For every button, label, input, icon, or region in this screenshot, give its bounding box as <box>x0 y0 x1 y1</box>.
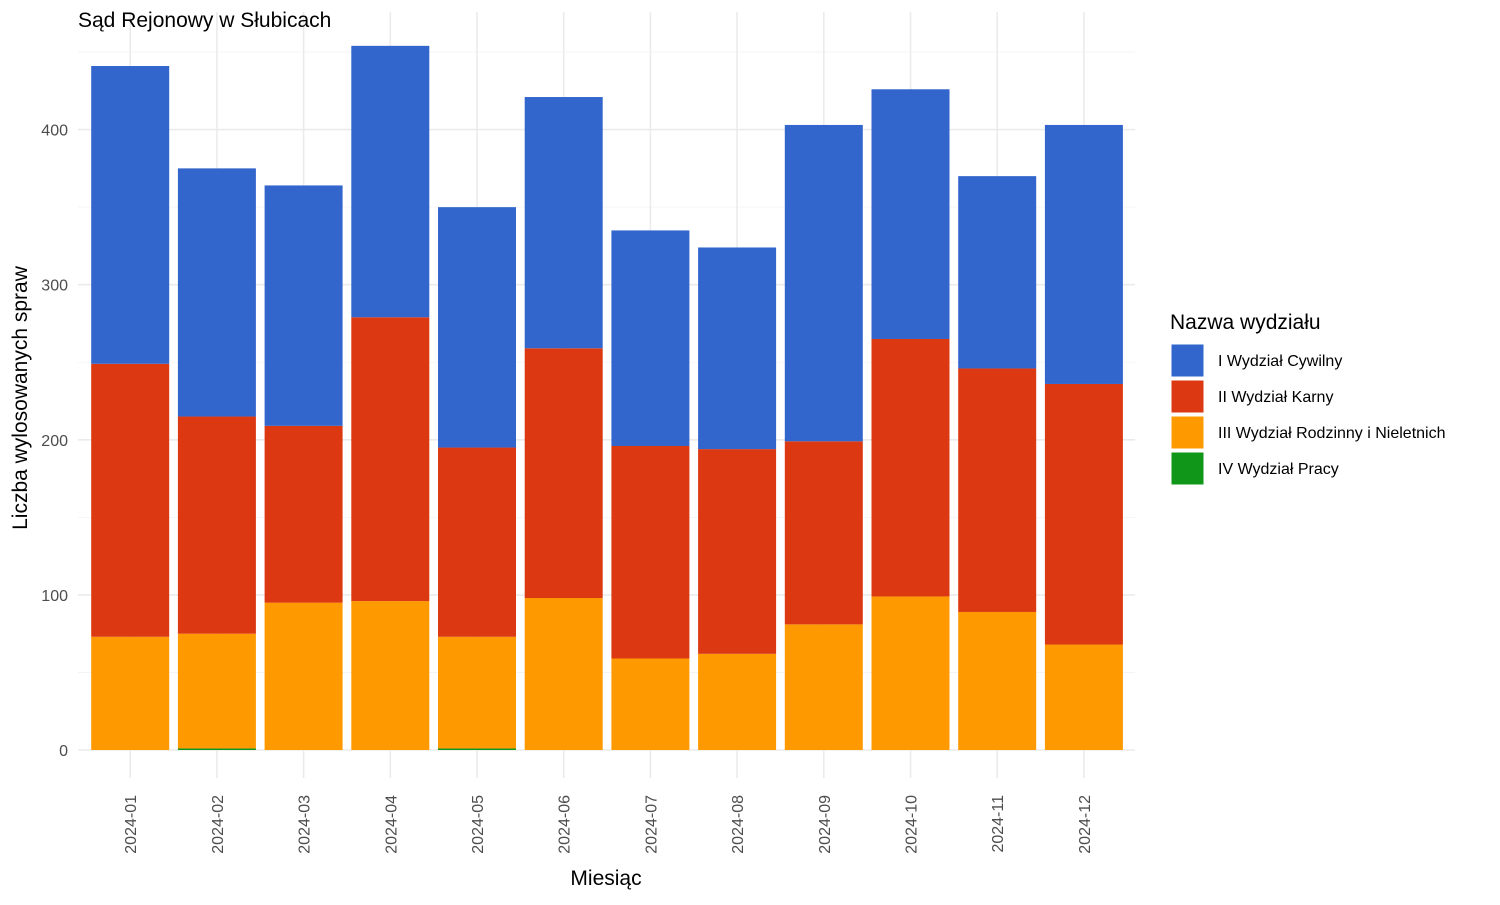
bar-segment <box>611 230 690 447</box>
bar-segment <box>958 368 1037 612</box>
legend: Nazwa wydziału I Wydział Cywilny II Wydzi… <box>1170 311 1446 486</box>
bar-segment <box>611 446 690 659</box>
bar-segment <box>1044 644 1123 750</box>
legend-key <box>1170 415 1205 450</box>
bar-segment <box>264 185 343 426</box>
bar-segment <box>264 425 343 603</box>
bars <box>91 45 1123 750</box>
bar-segment <box>698 653 777 750</box>
bar-segment <box>1044 124 1123 384</box>
bar-segment <box>784 124 863 442</box>
bar-segment <box>958 176 1037 369</box>
x-tick-label: 2024-12 <box>1077 795 1094 854</box>
bar-segment <box>611 658 690 750</box>
legend-title: Nazwa wydziału <box>1170 311 1321 334</box>
bar-segment <box>784 624 863 750</box>
bar-segment <box>438 447 516 637</box>
x-tick-label: 2024-08 <box>730 795 747 854</box>
legend-key <box>1170 379 1205 414</box>
bar-segment <box>91 636 170 750</box>
legend-label: III Wydział Rodzinny i Nieletnich <box>1218 425 1446 442</box>
y-tick-label: 200 <box>41 433 68 450</box>
x-tick-label: 2024-03 <box>297 795 314 854</box>
x-tick-label: 2024-09 <box>817 795 834 854</box>
legend-label: I Wydział Cywilny <box>1218 353 1342 370</box>
x-tick-label: 2024-06 <box>557 795 574 854</box>
bar-segment <box>177 168 256 417</box>
y-tick-label: 0 <box>59 743 68 760</box>
bar-segment <box>871 89 950 339</box>
y-tick-label: 100 <box>41 588 68 605</box>
bar-segment <box>351 317 430 602</box>
bar-segment <box>177 416 256 634</box>
bar-segment <box>438 748 516 750</box>
bar-segment <box>351 45 430 318</box>
x-tick-label: 2024-02 <box>210 795 227 854</box>
bar-segment <box>91 66 170 364</box>
y-axis-title: Liczba wylosowanych spraw <box>9 265 32 530</box>
x-axis-title: Miesiąc <box>570 867 641 890</box>
y-tick-label: 300 <box>41 278 68 295</box>
bar-segment <box>698 247 777 450</box>
legend-key <box>1170 343 1205 378</box>
bar-segment <box>438 207 516 448</box>
x-tick-label: 2024-05 <box>470 795 487 854</box>
chart-title: Sąd Rejonowy w Słubicach <box>78 9 331 32</box>
y-axis: 0 100 200 300 400 <box>41 123 68 760</box>
bar-segment <box>698 449 777 654</box>
bar-segment <box>524 97 603 349</box>
bar-segment <box>524 348 603 599</box>
bar-segment <box>438 636 516 749</box>
x-axis: 2024-01 2024-02 2024-03 2024-04 2024-05 2024-… <box>123 795 1094 854</box>
bar-segment <box>871 596 950 750</box>
x-tick-label: 2024-07 <box>643 795 660 854</box>
x-tick-label: 2024-01 <box>123 795 140 854</box>
x-tick-label: 2024-04 <box>383 795 400 854</box>
bar-segment <box>1044 383 1123 645</box>
x-tick-label: 2024-10 <box>904 795 921 854</box>
bar-segment <box>351 601 430 750</box>
x-tick-label: 2024-11 <box>990 795 1007 853</box>
legend-label: II Wydział Karny <box>1218 389 1333 406</box>
legend-label: IV Wydział Pracy <box>1218 461 1339 478</box>
bar-segment <box>177 748 256 750</box>
bar-segment <box>784 441 863 625</box>
bar-segment <box>524 598 603 750</box>
y-tick-label: 400 <box>41 123 68 140</box>
bar-segment <box>91 363 170 637</box>
bar-segment <box>177 633 256 749</box>
bar-segment <box>264 602 343 750</box>
bar-segment <box>871 338 950 597</box>
bar-segment <box>958 611 1037 750</box>
legend-key <box>1170 451 1205 486</box>
